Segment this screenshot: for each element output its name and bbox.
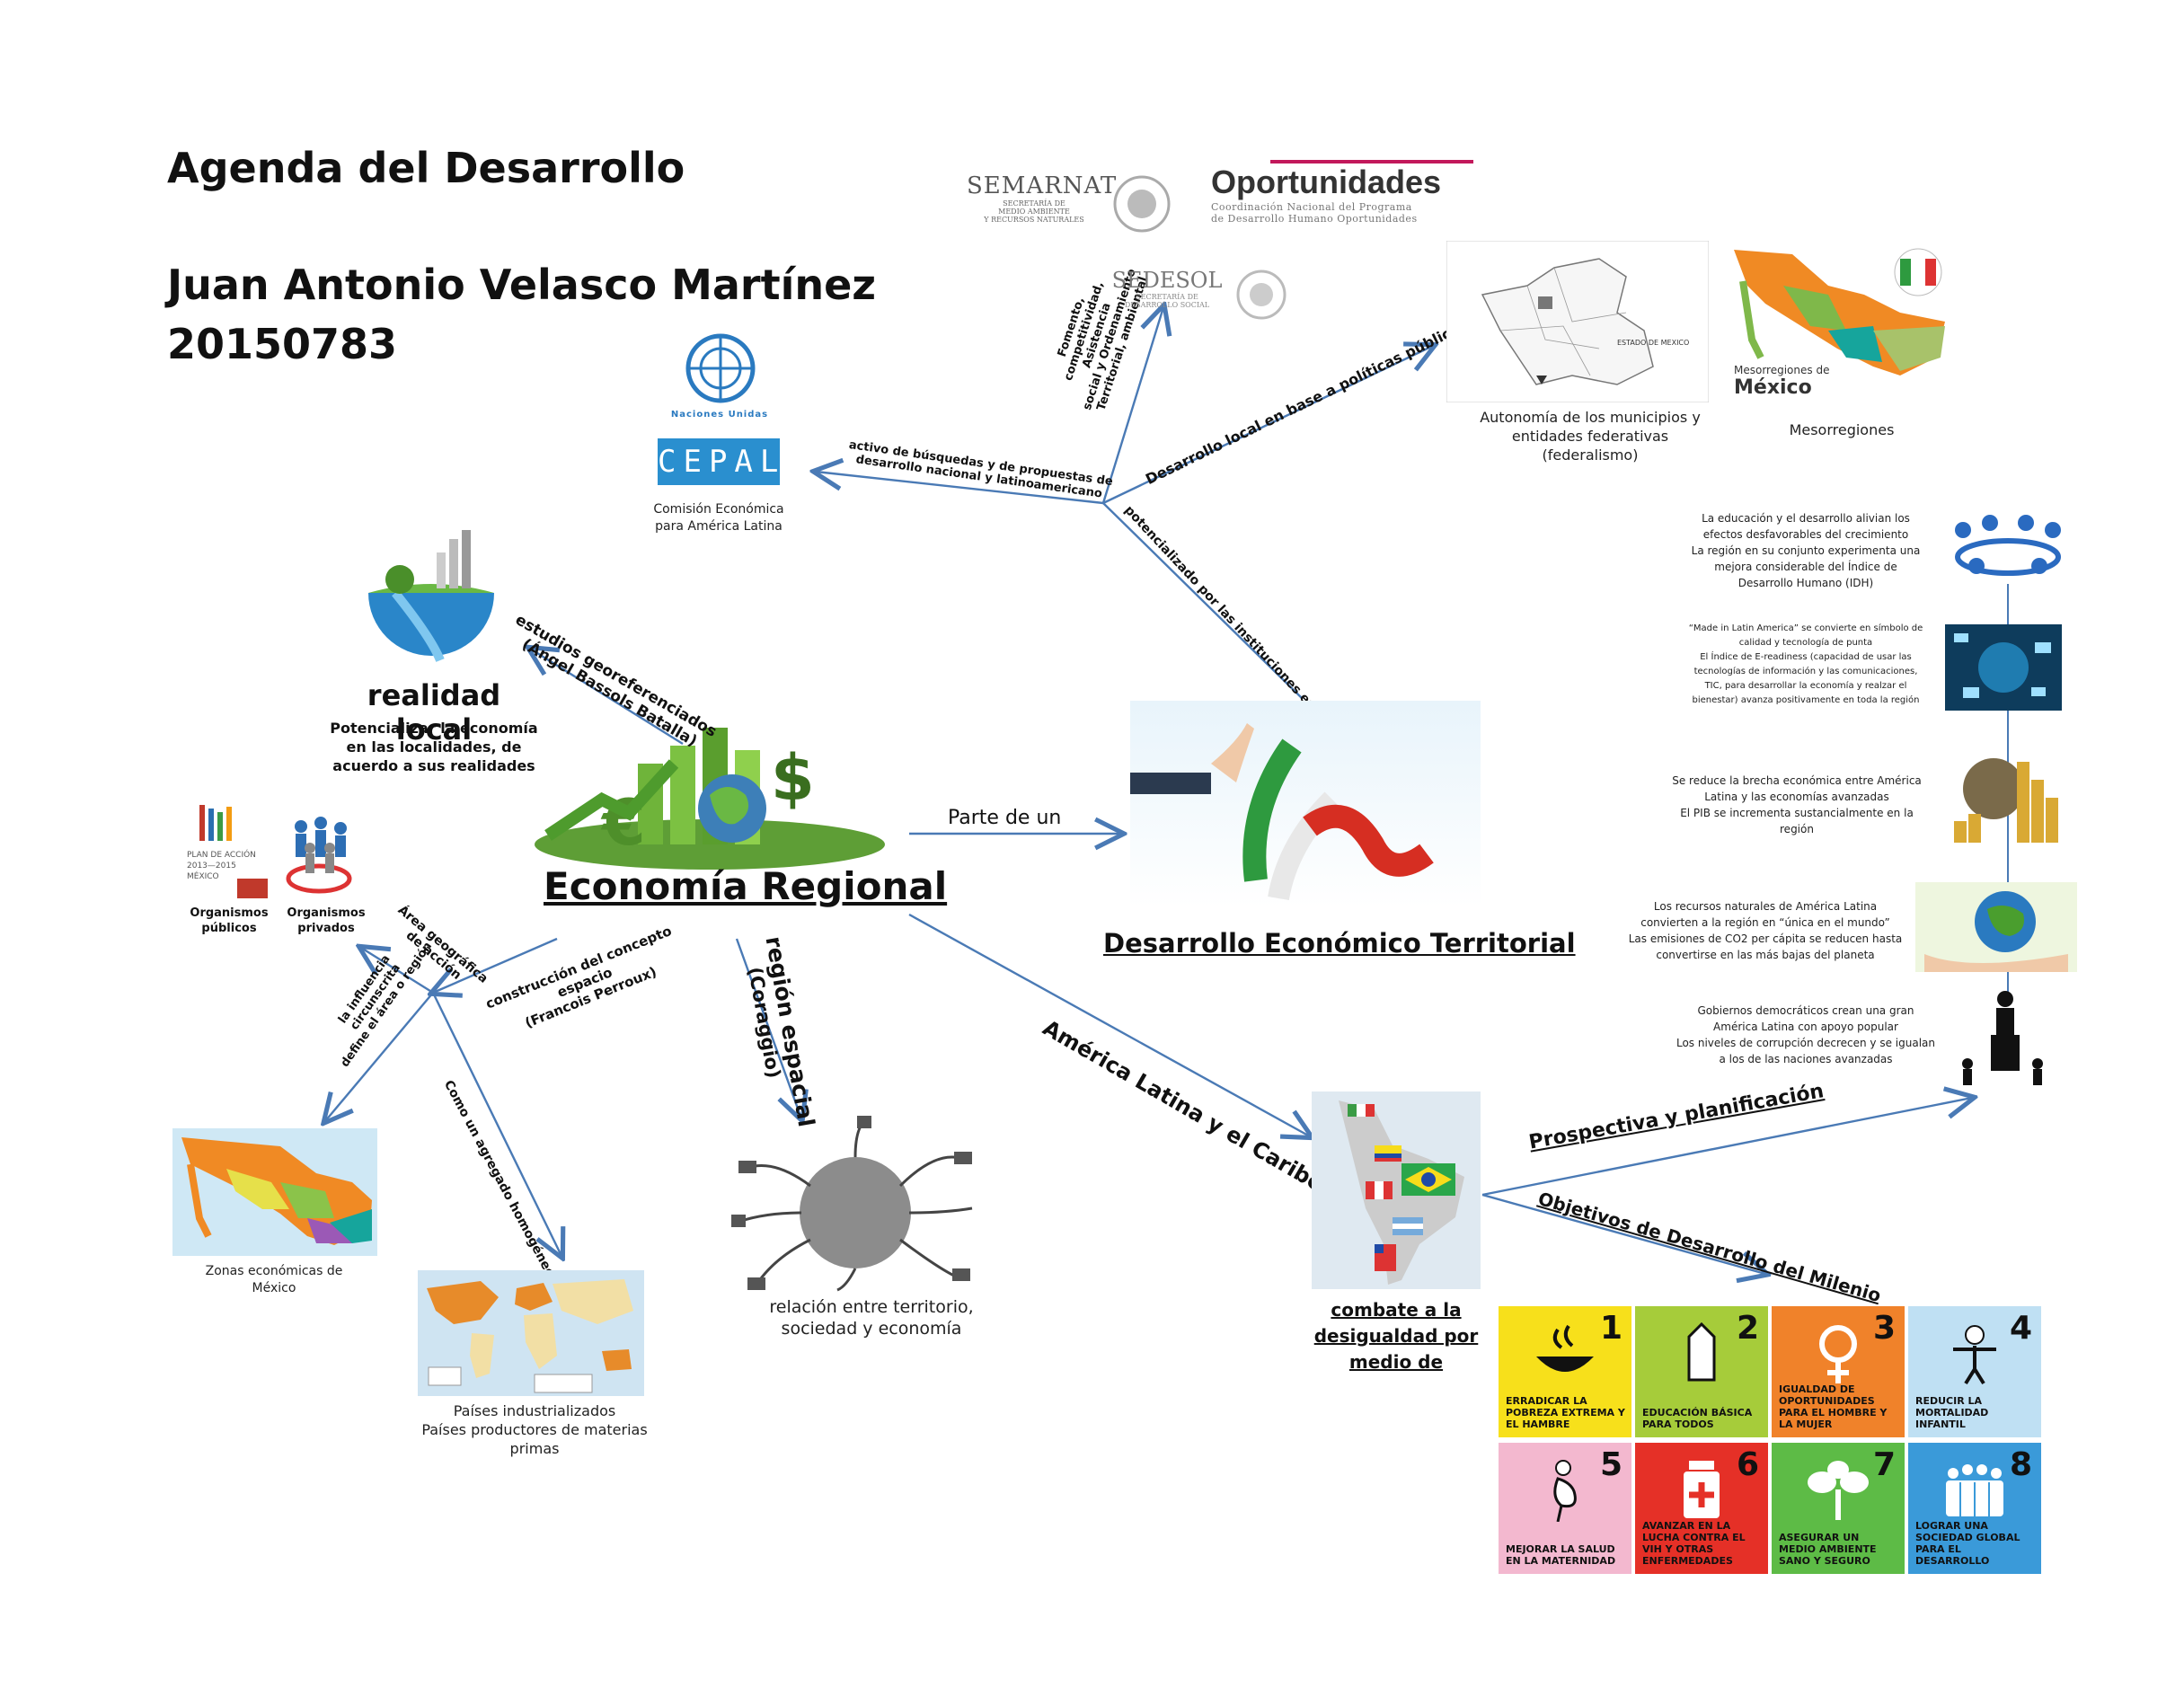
technology-image — [1945, 624, 2062, 711]
side-note-1: La educación y el desarrollo alivian los… — [1691, 512, 1921, 589]
oportunidades-logo: Oportunidades Coordinación Nacional del … — [1211, 160, 1473, 225]
arrow-to-america — [908, 913, 1310, 1136]
economy-growth-image: € $ — [535, 728, 885, 870]
un-label: Naciones Unidas — [670, 410, 769, 420]
coins-globe-image — [1954, 758, 2058, 843]
side-note-2: “Made in Latin America” se convierte en … — [1688, 623, 1923, 705]
people-network-icon — [1955, 515, 2061, 576]
arrow-to-realidad — [530, 649, 684, 746]
mdg-tile-4: 4 Reducir la mortalidad infantil — [1908, 1306, 2041, 1437]
arrow-to-paises — [431, 992, 561, 1256]
realidad-local-desc: Potencializar la economía en las localida… — [330, 720, 538, 774]
bowl-icon — [1536, 1324, 1594, 1372]
child-icon — [1953, 1325, 1996, 1385]
mdg-tile-7: 7 Asegurar un medio ambiente sano y segur… — [1772, 1443, 1905, 1574]
female-symbol-icon — [1819, 1325, 1857, 1383]
arrow-det-up — [1102, 502, 1304, 700]
caption-mesorregiones: Mesorregiones — [1789, 421, 1895, 438]
side-note-4: Los recursos naturales de América Latina… — [1628, 900, 1903, 961]
central-node-title: Economía Regional — [544, 864, 948, 908]
svg-text:$: $ — [771, 741, 815, 815]
side-note-3: Se reduce la brecha económica entre Amér… — [1672, 774, 1922, 835]
svg-text:ESTADO DE MEXICO: ESTADO DE MEXICO — [1617, 339, 1689, 347]
speaker-crowd-icon — [1962, 991, 2043, 1085]
mesorregiones-map: Mesorregiones de México — [1729, 241, 1959, 402]
student-id: 20150783 — [167, 320, 398, 368]
arrow-objetivos — [1481, 1193, 1765, 1274]
cepal-logo: CEPAL — [658, 438, 780, 485]
author-name: Juan Antonio Velasco Martínez — [167, 261, 877, 309]
svg-text:2013—2015: 2013—2015 — [187, 862, 236, 871]
mexico-seal-icon — [1113, 175, 1171, 233]
arrow-to-zonas — [325, 992, 434, 1121]
pregnant-woman-icon — [1553, 1460, 1577, 1522]
mdg-tile-2: 2 Educación básica para todos — [1635, 1306, 1768, 1437]
page-title: Agenda del Desarrollo — [167, 144, 685, 192]
hands-globe-image — [1915, 882, 2077, 972]
svg-text:PLAN DE ACCIÓN: PLAN DE ACCIÓN — [187, 849, 256, 860]
plant-icon — [1808, 1461, 1869, 1520]
realidad-local-title: realidad local — [367, 678, 501, 747]
mdg-tile-3: 3 Igualdad de oportunidades para el hombr… — [1772, 1306, 1905, 1437]
edge-label-parte-de-un: Parte de un — [948, 807, 1062, 829]
un-emblem-icon — [685, 333, 756, 403]
svg-text:Mesorregiones de: Mesorregiones de — [1734, 364, 1829, 376]
mdg-tile-8: 8 Lograr una sociedad global para el desa… — [1908, 1443, 2041, 1574]
mdg-tile-1: 1 Erradicar la pobreza extrema y el hambr… — [1499, 1306, 1631, 1437]
semarnat-logo: SEMARNAT SECRETARÍA DE MEDIO AMBIENTE Y … — [967, 172, 1118, 224]
caption-organismos-publicos: Organismos públicos — [190, 906, 269, 935]
latin-america-flags-map — [1312, 1091, 1481, 1289]
arrow-to-cepal — [816, 472, 1104, 505]
det-image — [1130, 701, 1481, 907]
paises-world-map — [418, 1270, 644, 1396]
organismos-privados-image — [286, 817, 352, 894]
plan-accion-image: PLAN DE ACCIÓN 2013—2015 MÉXICO — [183, 801, 273, 902]
arrow-construccion — [433, 937, 558, 993]
medicine-bottle-icon — [1684, 1461, 1720, 1518]
region-espacial-image — [731, 1116, 973, 1292]
sedesol-seal-icon — [1236, 270, 1287, 320]
caption-combate: combate a la desigualdad por medio de — [1313, 1299, 1479, 1373]
arrow-to-organismos — [361, 948, 434, 994]
side-note-5: Gobiernos democráticos crean una gran Amé… — [1676, 1004, 1936, 1065]
arrow-to-region-espacial — [735, 938, 801, 1118]
arrow-to-autonomia — [1102, 346, 1433, 505]
sedesol-logo: SEDESOL SECRETARÍA DE DESARROLLO SOCIAL — [1111, 268, 1223, 309]
svg-text:México: México — [1734, 376, 1812, 399]
caption-autonomia: Autonomía de los municipios y entidades f… — [1480, 409, 1701, 464]
arrow-to-fomento — [1101, 307, 1163, 504]
people-group-icon — [1946, 1464, 2003, 1516]
det-title: Desarrollo Económico Territorial — [1103, 928, 1576, 959]
zonas-mexico-map — [172, 1128, 377, 1256]
estado-mexico-map: ESTADO DE MEXICO — [1446, 241, 1709, 402]
realidad-local-image — [368, 530, 494, 662]
pencil-icon — [1687, 1322, 1716, 1382]
mdg-tile-5: 5 Mejorar la salud en la maternidad — [1499, 1443, 1631, 1574]
caption-cepal: Comisión Económica para América Latina — [653, 502, 784, 534]
svg-text:MÉXICO: MÉXICO — [187, 871, 219, 881]
caption-organismos-privados: Organismos privados — [287, 906, 366, 935]
arrow-prospectiva — [1481, 1098, 1972, 1197]
mdg-tile-6: 6 Avanzar en la lucha contra el VIH y otr… — [1635, 1443, 1768, 1574]
caption-relacion: relación entre territorio, sociedad y eco… — [769, 1297, 974, 1339]
caption-paises: Países industrializados Países productore… — [421, 1402, 648, 1457]
caption-zonas: Zonas económicas de México — [205, 1264, 343, 1295]
